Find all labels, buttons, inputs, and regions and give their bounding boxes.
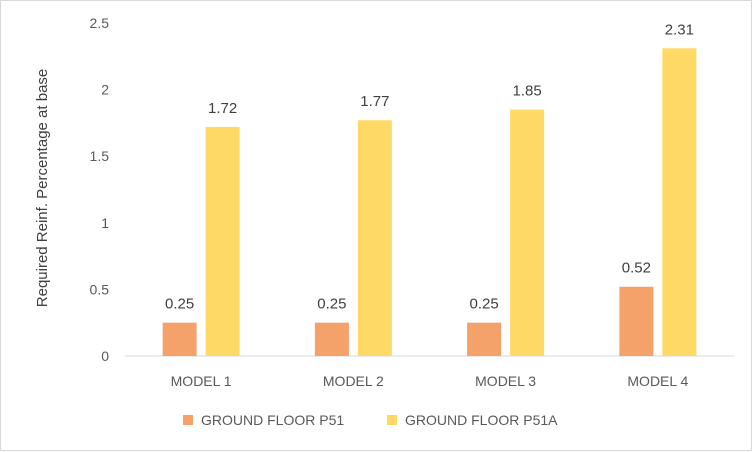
y-tick-label: 2: [101, 82, 109, 98]
y-tick-label: 2.5: [90, 15, 110, 31]
y-tick-label: 1.5: [90, 148, 110, 164]
data-labels: 0.25 0.25 0.25 0.52 1.72 1.77 1.85 2.31: [165, 21, 694, 312]
y-tick-label: 0.5: [90, 281, 110, 297]
bars: [162, 48, 697, 357]
bar-p51a: [662, 48, 697, 357]
data-label: 2.31: [665, 21, 694, 38]
data-label: 0.52: [622, 260, 651, 277]
legend-swatch: [183, 415, 193, 425]
bar-p51: [314, 322, 349, 356]
y-axis: 0 0.5 1 1.5 2 2.5: [90, 15, 110, 364]
x-axis: MODEL 1 MODEL 2 MODEL 3 MODEL 4: [125, 355, 734, 389]
x-tick-label: MODEL 4: [627, 373, 688, 389]
bar-p51a: [510, 109, 545, 356]
legend-label: GROUND FLOOR P51A: [405, 412, 558, 428]
bar-p51: [467, 322, 502, 356]
x-tick-label: MODEL 2: [323, 373, 384, 389]
legend: GROUND FLOOR P51 GROUND FLOOR P51A: [183, 412, 558, 428]
data-label: 1.77: [360, 93, 389, 110]
legend-swatch: [387, 415, 397, 425]
bar-p51: [619, 286, 654, 356]
x-tick-label: MODEL 3: [475, 373, 536, 389]
bar-p51a: [357, 120, 392, 357]
data-label: 0.25: [470, 296, 499, 313]
bar-p51: [162, 322, 197, 356]
data-label: 0.25: [317, 296, 346, 313]
data-label: 1.72: [208, 100, 237, 117]
bar-p51a: [205, 126, 240, 357]
legend-label: GROUND FLOOR P51: [201, 412, 344, 428]
y-axis-title: Required Reinf. Percentage at base: [34, 69, 51, 307]
x-tick-label: MODEL 1: [171, 373, 232, 389]
y-tick-label: 1: [101, 215, 109, 231]
data-label: 0.25: [165, 296, 194, 313]
y-tick-label: 0: [101, 348, 109, 364]
data-label: 1.85: [513, 83, 542, 100]
